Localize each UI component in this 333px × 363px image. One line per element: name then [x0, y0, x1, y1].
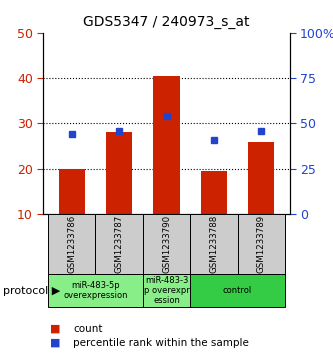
Bar: [96, 214, 143, 274]
Text: count: count: [73, 323, 103, 334]
Text: protocol ▶: protocol ▶: [3, 286, 61, 295]
Bar: [143, 274, 190, 307]
Bar: [154, 76, 179, 214]
Text: GSM1233790: GSM1233790: [162, 215, 171, 273]
Text: miR-483-5p
overexpression: miR-483-5p overexpression: [63, 281, 128, 300]
Text: ■: ■: [50, 323, 61, 334]
Bar: [201, 171, 227, 214]
Bar: [106, 132, 132, 214]
Text: ■: ■: [50, 338, 61, 348]
Title: GDS5347 / 240973_s_at: GDS5347 / 240973_s_at: [83, 15, 250, 29]
Text: GSM1233786: GSM1233786: [67, 215, 76, 273]
Bar: [248, 142, 274, 214]
Text: GSM1233789: GSM1233789: [257, 215, 266, 273]
Bar: [48, 214, 96, 274]
Bar: [59, 169, 85, 214]
Text: GSM1233788: GSM1233788: [209, 215, 218, 273]
Bar: [48, 274, 143, 307]
Bar: [143, 214, 190, 274]
Bar: [237, 214, 285, 274]
Bar: [190, 214, 237, 274]
Text: GSM1233787: GSM1233787: [115, 215, 124, 273]
Text: control: control: [223, 286, 252, 295]
Text: miR-483-3
p overexpr
ession: miR-483-3 p overexpr ession: [144, 276, 189, 305]
Text: percentile rank within the sample: percentile rank within the sample: [73, 338, 249, 348]
Bar: [190, 274, 285, 307]
